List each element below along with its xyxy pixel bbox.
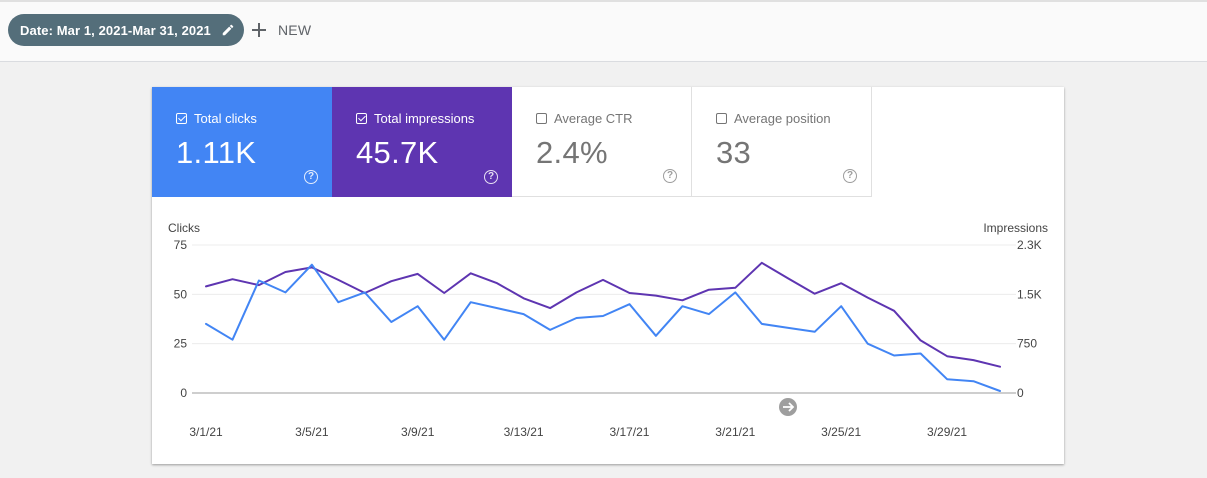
right-axis-label: Impressions xyxy=(983,221,1048,235)
total-impressions-value: 45.7K xyxy=(356,135,439,170)
help-circle-icon[interactable]: ? xyxy=(304,170,318,184)
average-position-value: 33 xyxy=(716,135,752,170)
total-clicks-tile[interactable]: Total clicks 1.11K ? xyxy=(152,87,332,197)
filter-bar: Date: Mar 1, 2021-Mar 31, 2021 NEW xyxy=(0,0,1207,62)
x-tick-label: 3/9/21 xyxy=(401,425,435,439)
x-tick-label: 3/29/21 xyxy=(927,425,967,439)
x-tick-label: 3/1/21 xyxy=(189,425,223,439)
total-impressions-tile[interactable]: Total impressions 45.7K ? xyxy=(332,87,512,197)
right-tick-label: 0 xyxy=(1017,386,1024,400)
average-position-checkbox[interactable] xyxy=(716,113,727,124)
average-ctr-tile[interactable]: Average CTR 2.4% ? xyxy=(512,87,692,197)
right-axis-ticks: 0 750 1.5K 2.3K xyxy=(1017,238,1042,400)
right-tick-label: 750 xyxy=(1017,337,1037,351)
x-tick-label: 3/5/21 xyxy=(295,425,329,439)
average-ctr-value: 2.4% xyxy=(536,135,608,170)
left-axis-ticks: 0 25 50 75 xyxy=(174,238,188,400)
average-ctr-checkbox[interactable] xyxy=(536,113,547,124)
average-position-label: Average position xyxy=(734,111,831,126)
total-impressions-checkbox[interactable] xyxy=(356,113,367,124)
x-tick-label: 3/25/21 xyxy=(821,425,861,439)
series-line-impressions xyxy=(205,261,1001,368)
total-clicks-value: 1.11K xyxy=(176,135,257,170)
x-axis-ticks: 3/1/21 3/5/21 3/9/21 3/13/21 3/17/21 3/21/21 3… xyxy=(189,425,967,439)
date-filter-chip[interactable]: Date: Mar 1, 2021-Mar 31, 2021 xyxy=(8,14,244,46)
help-circle-icon[interactable]: ? xyxy=(843,169,857,183)
x-tick-label: 3/13/21 xyxy=(504,425,544,439)
metric-tiles: Total clicks 1.11K ? Total impressions 4… xyxy=(152,87,872,197)
date-filter-label: Date: Mar 1, 2021-Mar 31, 2021 xyxy=(20,22,211,38)
new-filter-label: NEW xyxy=(278,22,312,38)
chart-series xyxy=(205,261,1001,392)
performance-card: Total clicks 1.11K ? Total impressions 4… xyxy=(152,87,1064,464)
right-tick-label: 2.3K xyxy=(1017,238,1042,252)
left-tick-label: 75 xyxy=(174,238,188,252)
left-tick-label: 0 xyxy=(180,386,187,400)
total-impressions-label: Total impressions xyxy=(374,111,475,126)
total-clicks-label: Total clicks xyxy=(194,111,257,126)
left-tick-label: 25 xyxy=(174,337,188,351)
new-filter-button[interactable]: NEW xyxy=(250,16,311,44)
help-circle-icon[interactable]: ? xyxy=(663,169,677,183)
left-axis-label: Clicks xyxy=(168,221,200,235)
right-tick-label: 1.5K xyxy=(1017,287,1042,301)
average-ctr-label: Average CTR xyxy=(554,111,633,126)
chart-gridlines xyxy=(192,244,1016,394)
plus-icon xyxy=(252,23,266,37)
x-tick-label: 3/21/21 xyxy=(715,425,755,439)
help-circle-icon[interactable]: ? xyxy=(484,170,498,184)
left-tick-label: 50 xyxy=(174,287,188,301)
total-clicks-checkbox[interactable] xyxy=(176,113,187,124)
average-position-tile[interactable]: Average position 33 ? xyxy=(692,87,872,197)
arrow-right-circle-icon[interactable] xyxy=(779,398,797,416)
pencil-icon[interactable] xyxy=(221,23,235,37)
series-line-clicks xyxy=(205,263,1001,392)
x-tick-label: 3/17/21 xyxy=(609,425,649,439)
